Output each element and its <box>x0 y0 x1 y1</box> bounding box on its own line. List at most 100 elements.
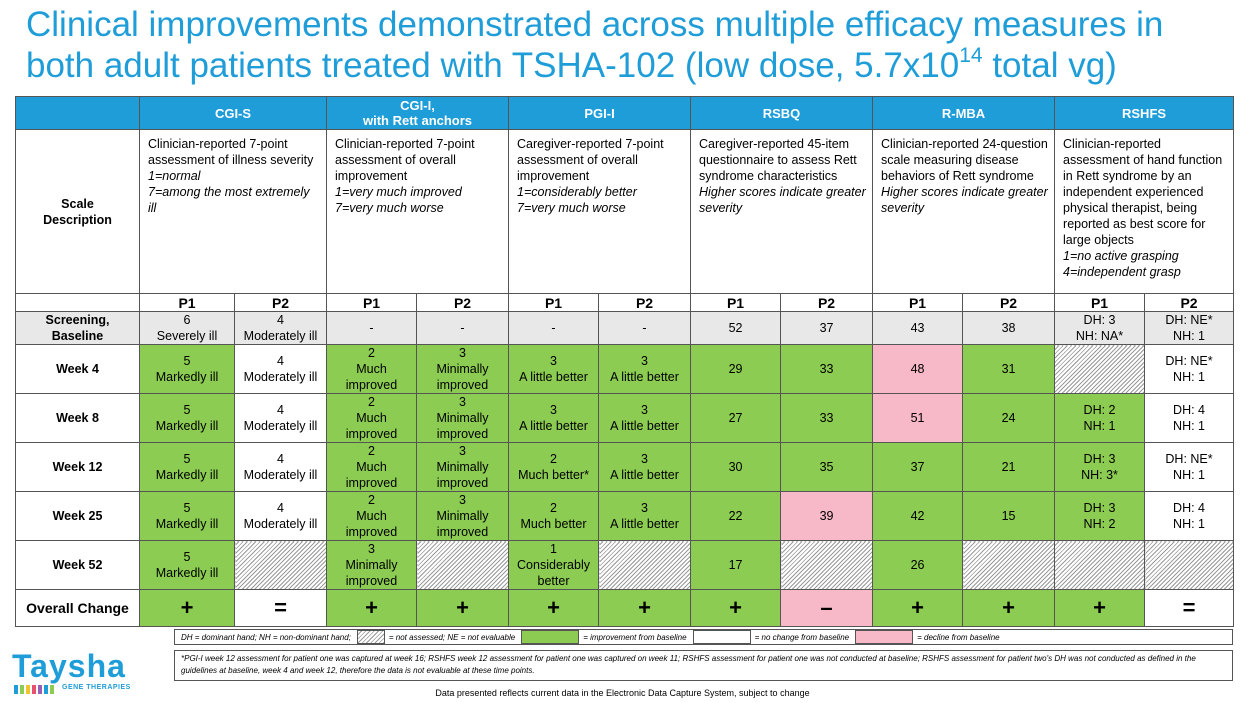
score-value: 3 <box>459 395 466 409</box>
patient-header-1: P1 <box>1054 293 1146 312</box>
score-descriptor: NH: NA* <box>1075 329 1124 343</box>
score-value: 2 <box>368 346 375 360</box>
score-value: 33 <box>819 411 834 425</box>
score-cell <box>415 540 510 590</box>
overall-change-cell: – <box>780 589 874 627</box>
score-descriptor: Much <box>356 411 387 425</box>
row-label: Week 25 <box>15 491 140 541</box>
overall-change-cell: + <box>872 589 964 627</box>
score-cell <box>962 540 1056 590</box>
score-cell: 37 <box>780 311 874 345</box>
baseline-row: Screening, Baseline 6 Severely ill 4 Moderate… <box>15 311 1235 345</box>
score-value: 3 <box>459 346 466 360</box>
row-label: Week 52 <box>15 540 140 590</box>
score-cell: 2 Much improved <box>326 442 417 492</box>
taysha-logo: Taysha GENE THERAPIES <box>12 648 157 698</box>
row-label-line: Screening, <box>45 313 110 327</box>
score-cell <box>598 540 692 590</box>
overall-change-cell: + <box>326 589 417 627</box>
score-cell: 3 A little better <box>508 344 600 394</box>
score-value: 5 <box>183 452 191 466</box>
overall-change-cell: + <box>508 589 600 627</box>
score-descriptor: Much <box>356 362 387 376</box>
patient-header-2: P2 <box>415 293 510 312</box>
score-value: 15 <box>1001 509 1016 523</box>
score-cell: 33 <box>780 393 874 443</box>
row-label-line: Week 8 <box>56 411 99 425</box>
header-corner <box>15 96 140 130</box>
score-value: DH: 4 <box>1173 501 1205 515</box>
score-descriptor: Minimally <box>436 460 489 474</box>
score-cell: DH: NE* NH: 1 <box>1144 311 1235 345</box>
overall-change-cell: + <box>690 589 782 627</box>
score-descriptor: Markedly ill <box>155 566 219 580</box>
score-cell: 30 <box>690 442 782 492</box>
row-label: Screening, Baseline <box>15 311 140 345</box>
legend-green-swatch <box>521 630 580 644</box>
score-descriptor: Markedly ill <box>155 468 219 482</box>
score-cell: - <box>415 311 510 345</box>
score-value: 4 <box>277 354 284 368</box>
score-descriptor: Much better* <box>518 468 589 482</box>
score-descriptor: improved <box>436 427 489 441</box>
logo-word: Taysha <box>12 648 126 684</box>
legend-pink-swatch <box>855 630 914 644</box>
score-cell: 3 A little better <box>598 491 692 541</box>
score-value: 27 <box>728 411 743 425</box>
score-cell: 51 <box>872 393 964 443</box>
patient-header-2: P2 <box>598 293 692 312</box>
score-value: 4 <box>277 403 284 417</box>
patient-header-2: P2 <box>962 293 1056 312</box>
score-value: DH: NE* <box>1165 354 1213 368</box>
score-value: 2 <box>368 493 375 507</box>
legend-abbrev: DH = dominant hand; NH = non-dominant ha… <box>181 632 351 642</box>
score-cell <box>1054 540 1146 590</box>
score-cell: 39 <box>780 491 874 541</box>
score-cell: DH: 3 NH: 2 <box>1054 491 1146 541</box>
score-cell: - <box>508 311 600 345</box>
score-value: 35 <box>819 460 834 474</box>
legend-white-label: = no change from baseline <box>754 632 850 642</box>
score-cell: 3 Minimally improved <box>415 344 510 394</box>
row-label: Week 12 <box>15 442 140 492</box>
patient-header-1: P1 <box>508 293 600 312</box>
score-value: 5 <box>183 403 191 417</box>
score-descriptor: improved <box>436 378 489 392</box>
score-cell: - <box>326 311 417 345</box>
scale-description-label: Scale Description <box>15 129 140 294</box>
score-descriptor: improved <box>345 476 398 490</box>
overall-change-cell: + <box>139 589 235 627</box>
score-cell: 2 Much better* <box>508 442 600 492</box>
header-rsbq: RSBQ <box>690 96 874 130</box>
score-value: 24 <box>1001 411 1016 425</box>
overall-change-cell: = <box>1144 589 1235 627</box>
score-value: 3 <box>459 444 466 458</box>
score-value: 52 <box>728 321 743 335</box>
score-descriptor: NH: 3* <box>1081 468 1118 482</box>
patient-header-1: P1 <box>326 293 417 312</box>
score-value: 30 <box>728 460 743 474</box>
score-cell: 35 <box>780 442 874 492</box>
header-pgii: PGI-I <box>508 96 692 130</box>
score-value: 5 <box>183 354 191 368</box>
score-cell: - <box>598 311 692 345</box>
score-value: 3 <box>459 493 466 507</box>
score-cell: 4 Moderately ill <box>234 491 327 541</box>
header-row: CGI-S CGI-I, with Rett anchors PGI-I RSBQ… <box>15 96 1235 130</box>
score-value: 3 <box>641 403 648 417</box>
score-value: 2 <box>368 444 375 458</box>
score-value: 43 <box>910 321 925 335</box>
score-descriptor: A little better <box>610 517 679 531</box>
score-cell: 5 Markedly ill <box>139 540 235 590</box>
score-value: 38 <box>1001 321 1016 335</box>
score-descriptor: Much <box>356 509 387 523</box>
desc-cgii: Clinician-reported 7-point assessment of… <box>325 129 510 294</box>
score-cell: 17 <box>690 540 782 590</box>
score-value: 2 <box>550 501 557 515</box>
header-rmba: R-MBA <box>872 96 1056 130</box>
score-cell: 38 <box>962 311 1056 345</box>
header-cgii: CGI-I, with Rett anchors <box>325 96 510 130</box>
score-cell: 3 A little better <box>598 393 692 443</box>
score-cell: 5 Markedly ill <box>139 344 235 394</box>
data-disclaimer: Data presented reflects current data in … <box>435 688 810 698</box>
